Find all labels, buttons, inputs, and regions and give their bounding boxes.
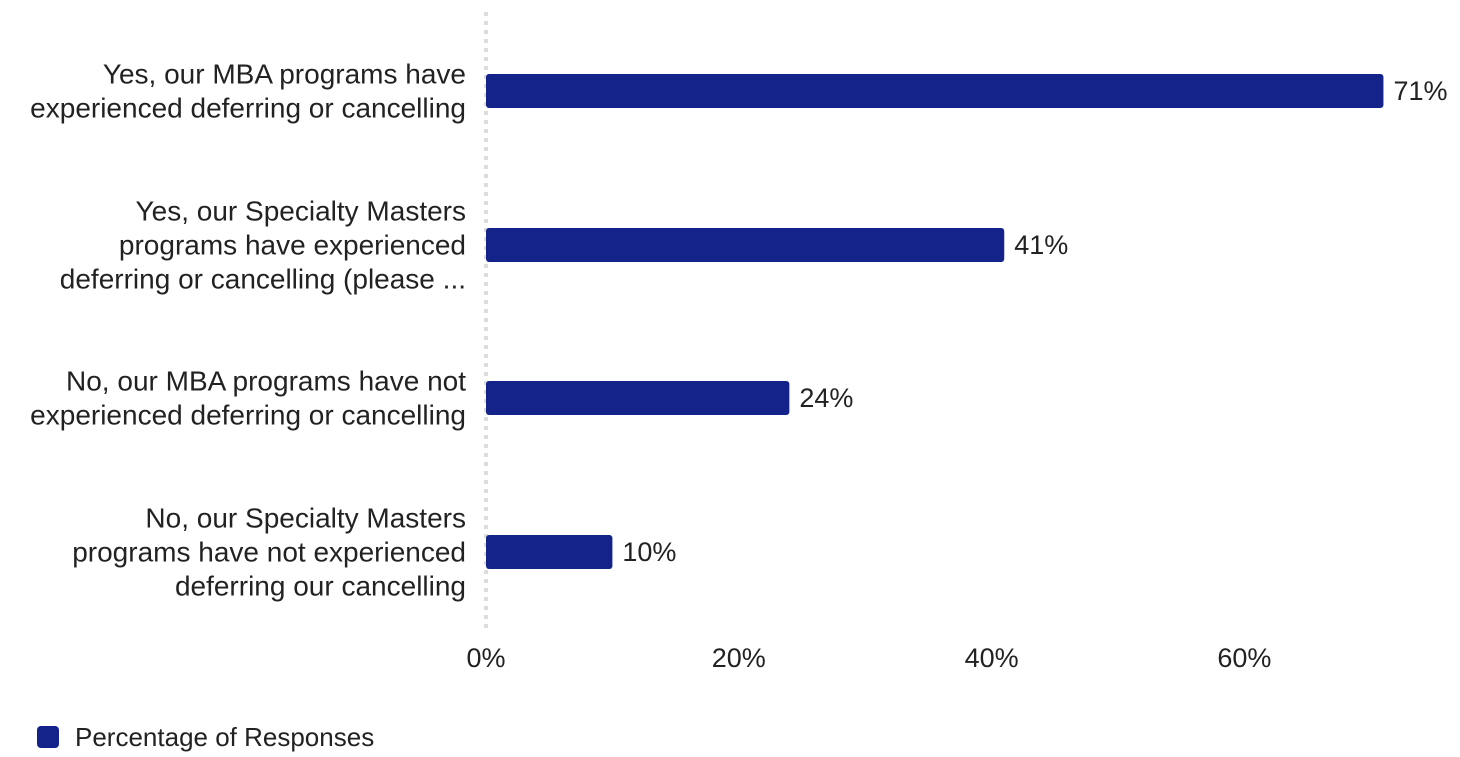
category-label-1: Yes, our Specialty Masters programs have … bbox=[60, 196, 466, 295]
legend-label: Percentage of Responses bbox=[75, 722, 374, 752]
bar-0 bbox=[486, 74, 1384, 108]
category-label-line: programs have experienced bbox=[119, 230, 466, 261]
legend: Percentage of Responses bbox=[37, 722, 374, 752]
x-axis-ticks: 0% 20% 40% 60% bbox=[466, 643, 1271, 673]
legend-swatch bbox=[37, 726, 59, 748]
category-label-line: programs have not experienced bbox=[72, 537, 466, 568]
category-label-line: No, our Specialty Masters bbox=[145, 503, 466, 534]
bar-2 bbox=[486, 381, 790, 415]
category-label-line: deferring our cancelling bbox=[175, 571, 466, 602]
category-label-line: experienced deferring or cancelling bbox=[30, 400, 466, 431]
value-label-2: 24% bbox=[799, 383, 853, 413]
category-label-line: No, our MBA programs have not bbox=[66, 366, 466, 397]
category-label-line: experienced deferring or cancelling bbox=[30, 93, 466, 124]
bar-3 bbox=[486, 535, 613, 569]
category-label-0: Yes, our MBA programs have experienced de… bbox=[30, 59, 466, 124]
category-label-line: Yes, our MBA programs have bbox=[103, 59, 466, 90]
category-label-line: deferring or cancelling (please ... bbox=[60, 264, 466, 295]
bars-layer: 71% 41% 24% 10% bbox=[486, 74, 1447, 569]
value-label-0: 71% bbox=[1393, 76, 1447, 106]
x-tick-label-0: 0% bbox=[466, 643, 505, 673]
x-tick-label-3: 60% bbox=[1217, 643, 1271, 673]
category-label-2: No, our MBA programs have not experienced… bbox=[30, 366, 466, 431]
value-label-3: 10% bbox=[622, 537, 676, 567]
value-label-1: 41% bbox=[1014, 230, 1068, 260]
x-tick-label-2: 40% bbox=[965, 643, 1019, 673]
category-label-3: No, our Specialty Masters programs have n… bbox=[72, 503, 466, 602]
category-label-line: Yes, our Specialty Masters bbox=[136, 196, 466, 227]
x-tick-label-1: 20% bbox=[712, 643, 766, 673]
category-labels: Yes, our MBA programs have experienced de… bbox=[30, 59, 466, 602]
bar-1 bbox=[486, 228, 1005, 262]
